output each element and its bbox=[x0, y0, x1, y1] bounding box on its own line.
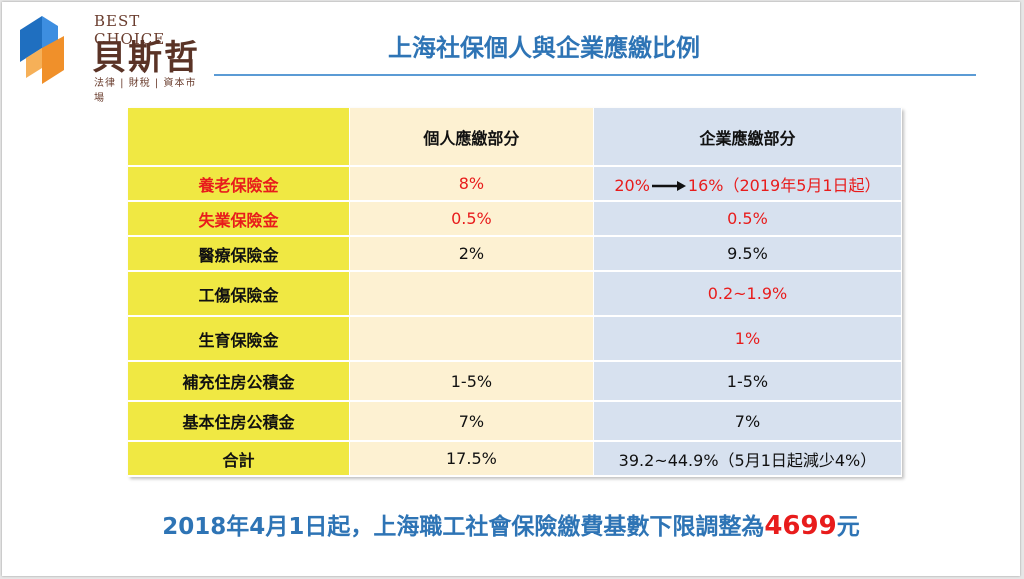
table-row: 生育保險金 1% bbox=[128, 316, 903, 362]
row-personal: 1-5% bbox=[349, 361, 594, 402]
header-enterprise: 企業應繳部分 bbox=[593, 108, 903, 167]
table-row: 失業保險金 0.5% 0.5% bbox=[128, 201, 903, 237]
table-row: 醫療保險金 2% 9.5% bbox=[128, 236, 903, 272]
header-personal: 個人應繳部分 bbox=[349, 108, 594, 167]
contribution-table: 個人應繳部分 企業應繳部分 養老保險金 8% 20% 16%（2019年5月1日起… bbox=[128, 108, 903, 477]
enterprise-new-rate: 16% bbox=[687, 175, 724, 195]
header-item bbox=[128, 108, 350, 167]
row-item: 補充住房公積金 bbox=[128, 361, 350, 402]
row-enterprise: 1-5% bbox=[593, 361, 903, 402]
logo-tagline: 法律 | 財稅 | 資本市場 bbox=[94, 78, 197, 104]
row-personal: 17.5% bbox=[349, 441, 594, 477]
row-enterprise: 7% bbox=[593, 401, 903, 442]
table-row: 工傷保險金 0.2~1.9% bbox=[128, 271, 903, 317]
table-row: 補充住房公積金 1-5% 1-5% bbox=[128, 361, 903, 402]
logo-mark-icon bbox=[20, 16, 64, 84]
enterprise-old-rate: 20% bbox=[614, 175, 650, 195]
row-enterprise: 0.5% bbox=[593, 201, 903, 237]
footer-unit: 元 bbox=[836, 514, 860, 540]
row-enterprise: 0.2~1.9% bbox=[593, 271, 903, 317]
row-personal bbox=[349, 316, 594, 362]
footer-note: 2018年4月1日起，上海職工社會保險繳費基數下限調整為4699元 bbox=[2, 507, 1020, 541]
table-row: 基本住房公積金 7% 7% bbox=[128, 401, 903, 442]
enterprise-effective-note: （2019年5月1日起） bbox=[723, 175, 881, 195]
table-header-row: 個人應繳部分 企業應繳部分 bbox=[128, 108, 903, 167]
title-underline bbox=[214, 74, 976, 76]
footer-text: 2018年4月1日起，上海職工社會保險繳費基數下限調整為 bbox=[162, 514, 765, 540]
row-enterprise: 9.5% bbox=[593, 236, 903, 272]
table-row-total: 合計 17.5% 39.2~44.9%（5月1日起減少4%） bbox=[128, 441, 903, 477]
arrow-right-icon bbox=[651, 181, 686, 191]
row-personal: 2% bbox=[349, 236, 594, 272]
row-enterprise: 20% 16%（2019年5月1日起） bbox=[593, 166, 903, 202]
row-personal bbox=[349, 271, 594, 317]
row-item: 工傷保險金 bbox=[128, 271, 350, 317]
row-item: 養老保險金 bbox=[128, 166, 350, 202]
footer-amount: 4699 bbox=[764, 511, 837, 541]
row-item: 基本住房公積金 bbox=[128, 401, 350, 442]
row-item: 失業保險金 bbox=[128, 201, 350, 237]
row-enterprise: 1% bbox=[593, 316, 903, 362]
logo-chinese-name: 貝斯哲 bbox=[92, 38, 200, 78]
row-item: 合計 bbox=[128, 441, 350, 477]
page-title: 上海社保個人與企業應繳比例 bbox=[388, 34, 700, 62]
company-logo: BEST CHOICE 貝斯哲 法律 | 財稅 | 資本市場 bbox=[16, 8, 206, 104]
row-personal: 8% bbox=[349, 166, 594, 202]
table-row: 養老保險金 8% 20% 16%（2019年5月1日起） bbox=[128, 166, 903, 202]
row-personal: 7% bbox=[349, 401, 594, 442]
row-item: 醫療保險金 bbox=[128, 236, 350, 272]
row-item: 生育保險金 bbox=[128, 316, 350, 362]
logo-english-name: BEST CHOICE bbox=[94, 12, 166, 48]
row-enterprise: 39.2~44.9%（5月1日起減少4%） bbox=[593, 441, 903, 477]
row-personal: 0.5% bbox=[349, 201, 594, 237]
